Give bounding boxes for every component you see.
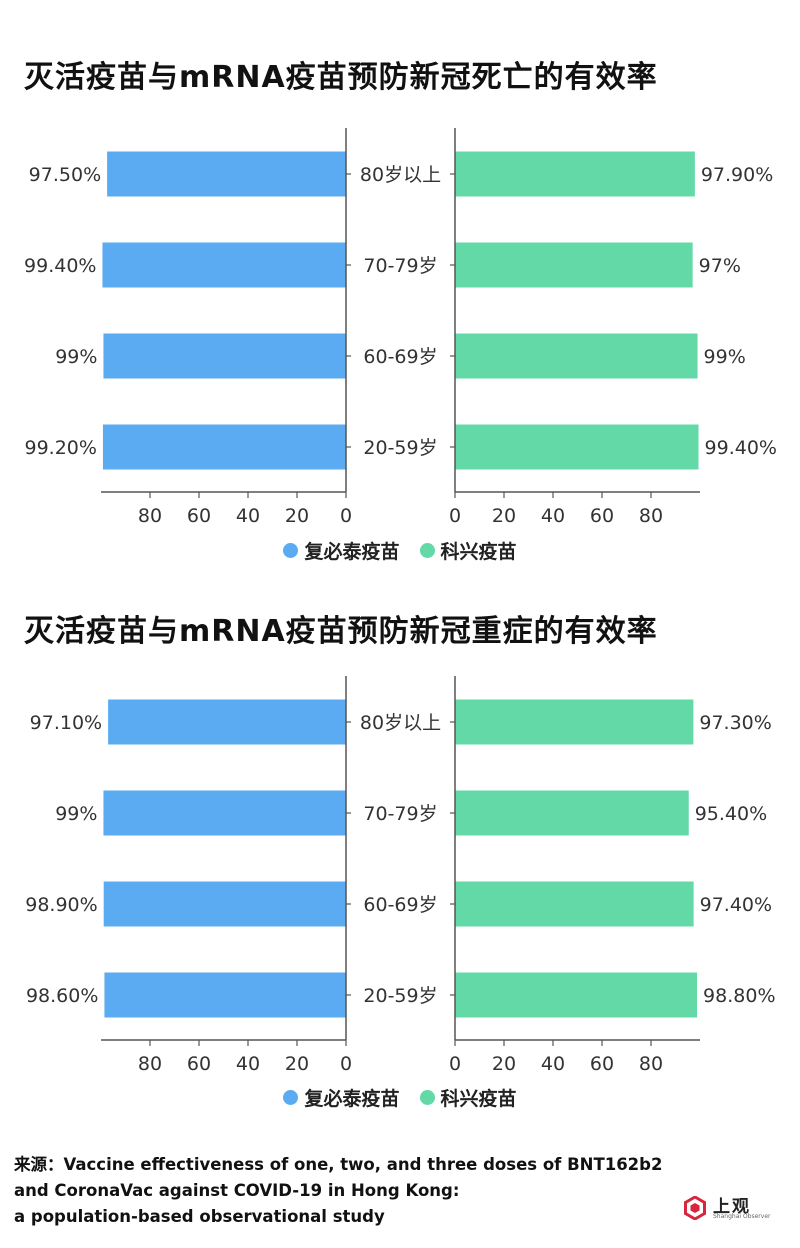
x-tick-label-right: 20 [492,1053,516,1075]
bar-left [103,333,346,379]
category-label: 80岁以上 [360,164,441,186]
x-tick-label-right: 40 [541,505,565,527]
data-label-left: 97.10% [30,712,102,734]
data-label-left: 98.60% [26,985,98,1007]
category-label: 70-79岁 [363,255,437,277]
legend: 复必泰疫苗 科兴疫苗 [0,1084,800,1111]
source-note: 来源：Vaccine effectiveness of one, two, an… [14,1152,704,1230]
category-label: 80岁以上 [360,712,441,734]
bar-right [455,424,699,470]
logo-subtext: Shanghai Observer [713,1213,771,1220]
source-line: a population-based observational study [14,1207,385,1226]
x-tick-label-left: 40 [236,505,260,527]
x-tick-label-left: 60 [187,1053,211,1075]
source-line: 来源：Vaccine effectiveness of one, two, an… [14,1155,663,1174]
x-tick-label-left: 80 [138,1053,162,1075]
category-label: 20-59岁 [363,985,437,1007]
bar-left [104,972,347,1018]
x-tick-label-right: 40 [541,1053,565,1075]
chart-death: 灭活疫苗与mRNA疫苗预防新冠死亡的有效率 97.50% 97.90% 80岁以上 9… [0,0,800,580]
x-tick-label-left: 20 [285,1053,309,1075]
data-label-right: 98.80% [703,985,775,1007]
x-tick-label-right: 80 [639,1053,663,1075]
legend-label: 科兴疫苗 [440,541,517,563]
data-label-right: 99.40% [705,437,777,459]
data-label-left: 99.40% [24,255,96,277]
source-line: and CoronaVac against COVID-19 in Hong K… [14,1181,460,1200]
legend-item-right: 科兴疫苗 [419,537,517,564]
legend-label: 复必泰疫苗 [304,1088,400,1110]
data-label-left: 97.50% [29,164,101,186]
x-tick-label-left: 60 [187,505,211,527]
legend-dot-green [419,543,435,558]
data-label-right: 97.30% [699,712,771,734]
legend-item-left: 复必泰疫苗 [283,537,400,564]
x-tick-label-left: 80 [138,505,162,527]
data-label-left: 99% [55,803,97,825]
data-label-right: 97% [699,255,741,277]
x-tick-label-left: 0 [340,1053,352,1075]
bar-left [103,881,346,927]
x-tick-label-right: 0 [449,1053,461,1075]
butterfly-chart: 97.50% 97.90% 80岁以上 99.40% 97% 70-79岁 99% 99% 60… [24,128,777,527]
data-label-left: 99.20% [25,437,97,459]
legend-dot-blue [283,543,299,558]
legend-label: 科兴疫苗 [440,1088,517,1110]
x-tick-label-left: 0 [340,505,352,527]
x-tick-label-right: 60 [590,1053,614,1075]
legend: 复必泰疫苗 科兴疫苗 [0,537,800,564]
shanghai-observer-logo: 上观 Shanghai Observer [683,1190,773,1230]
bar-right [455,881,694,927]
bar-left [102,424,347,470]
x-tick-label-left: 20 [285,505,309,527]
legend-item-right: 科兴疫苗 [419,1084,517,1111]
logo-text: 上观 [713,1197,751,1217]
category-label: 60-69岁 [363,346,437,368]
x-tick-label-right: 0 [449,505,461,527]
chart-title: 灭活疫苗与mRNA疫苗预防新冠死亡的有效率 [24,60,658,95]
logo-mark-icon [684,1196,706,1220]
chart-severe: 灭活疫苗与mRNA疫苗预防新冠重症的有效率 97.10% 97.30% 80岁以上 9… [0,580,800,1130]
data-label-right: 95.40% [695,803,767,825]
legend-dot-blue [283,1090,299,1105]
bar-right [455,699,694,745]
category-label: 20-59岁 [363,437,437,459]
data-label-right: 99% [704,346,746,368]
bar-left [102,242,346,288]
bar-left [103,790,346,836]
legend-dot-green [419,1090,435,1105]
data-label-right: 97.90% [701,164,773,186]
chart-title: 灭活疫苗与mRNA疫苗预防新冠重症的有效率 [24,614,658,649]
bar-right [455,151,695,197]
x-tick-label-left: 40 [236,1053,260,1075]
x-tick-label-right: 60 [590,505,614,527]
bar-left [107,151,346,197]
legend-label: 复必泰疫苗 [304,541,400,563]
data-label-left: 99% [55,346,97,368]
bar-right [455,972,698,1018]
category-label: 70-79岁 [363,803,437,825]
x-tick-label-right: 80 [639,505,663,527]
data-label-right: 97.40% [700,894,772,916]
bar-right [455,242,693,288]
legend-item-left: 复必泰疫苗 [283,1084,400,1111]
bar-left [108,699,346,745]
category-label: 60-69岁 [363,894,437,916]
bar-right [455,333,698,379]
x-tick-label-right: 20 [492,505,516,527]
data-label-left: 98.90% [25,894,97,916]
butterfly-chart: 97.10% 97.30% 80岁以上 99% 95.40% 70-79岁 98.90% 97… [25,676,776,1075]
bar-right [455,790,689,836]
